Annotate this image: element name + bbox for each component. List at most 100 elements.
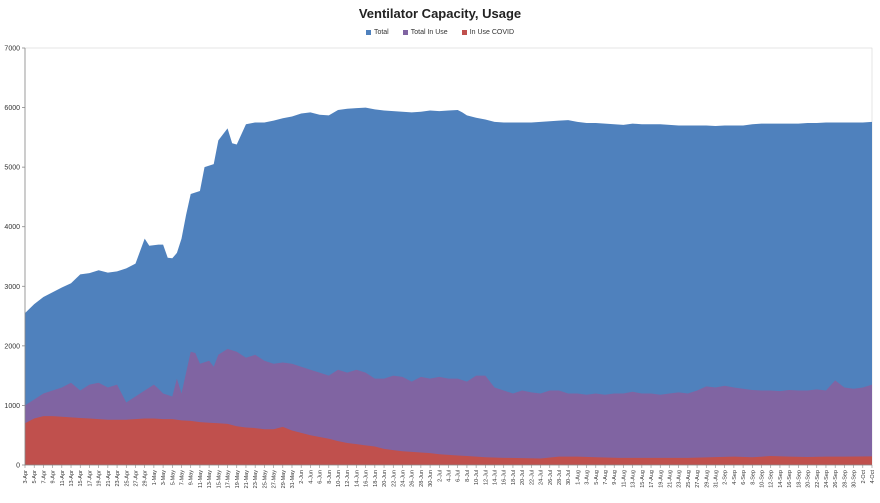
- y-tick-label: 7000: [4, 46, 20, 53]
- x-tick-label: 15-Aug: [640, 470, 646, 488]
- x-tick-label: 25-May: [262, 470, 268, 489]
- x-tick-label: 5-May: [170, 470, 176, 486]
- x-tick-label: 4-Jul: [447, 470, 453, 482]
- x-tick-label: 1-Aug: [575, 470, 581, 485]
- x-tick-label: 18-Jun: [373, 470, 379, 487]
- x-tick-label: 24-Jul: [539, 470, 545, 485]
- x-tick-label: 31-Aug: [713, 470, 719, 488]
- x-tick-label: 2-Jun: [299, 470, 305, 484]
- x-tick-label: 20-Sep: [806, 470, 812, 488]
- x-tick-label: 17-Apr: [87, 470, 93, 487]
- x-tick-label: 7-Apr: [41, 470, 47, 484]
- x-tick-label: 10-Jul: [474, 470, 480, 485]
- x-tick-label: 8-Jul: [465, 470, 471, 482]
- x-tick-label: 31-May: [290, 470, 296, 489]
- x-tick-label: 6-Jun: [318, 470, 324, 484]
- legend-item-total-in-use: Total In Use: [402, 29, 448, 36]
- x-tick-label: 30-Jun: [428, 470, 434, 487]
- x-tick-label: 16-Jun: [364, 470, 370, 487]
- x-tick-label: 2-Oct: [861, 470, 867, 484]
- x-tick-label: 4-Jun: [308, 470, 314, 484]
- legend-label: Total: [373, 29, 389, 36]
- legend-label: Total In Use: [410, 29, 448, 36]
- x-tick-label: 17-Aug: [649, 470, 655, 488]
- x-tick-label: 3-Apr: [23, 470, 29, 484]
- x-tick-label: 19-Aug: [658, 470, 664, 488]
- x-tick-label: 27-May: [272, 470, 278, 489]
- x-tick-label: 2-Jul: [437, 470, 443, 482]
- x-tick-label: 24-Jun: [400, 470, 406, 487]
- x-tick-label: 12-Jul: [483, 470, 489, 485]
- legend-label: In Use COVID: [469, 29, 515, 36]
- legend-item-total: Total: [365, 29, 389, 36]
- legend-swatch: [461, 30, 467, 35]
- x-tick-label: 11-May: [198, 470, 204, 488]
- x-tick-label: 26-Jun: [410, 470, 416, 487]
- x-tick-label: 28-Jun: [419, 470, 425, 487]
- y-tick-label: 4000: [4, 224, 20, 231]
- legend-item-in-use-covid: In Use COVID: [461, 29, 515, 36]
- x-tick-label: 9-May: [189, 470, 195, 486]
- x-tick-label: 21-Apr: [106, 470, 112, 487]
- legend-swatch: [365, 30, 371, 35]
- x-tick-label: 18-Jul: [511, 470, 517, 485]
- x-tick-label: 20-Jun: [382, 470, 388, 487]
- x-tick-label: 28-Sep: [842, 470, 848, 488]
- x-tick-label: 8-Sep: [750, 470, 756, 485]
- x-tick-label: 14-Jun: [354, 470, 360, 487]
- y-tick-label: 2000: [4, 343, 20, 350]
- x-tick-label: 10-Sep: [760, 470, 766, 488]
- x-tick-label: 7-Aug: [603, 470, 609, 485]
- x-tick-label: 2-Sep: [723, 470, 729, 485]
- x-tick-label: 14-Sep: [778, 470, 784, 488]
- x-tick-label: 23-Aug: [677, 470, 683, 488]
- x-tick-label: 13-Aug: [631, 470, 637, 488]
- chart-title: Ventilator Capacity, Usage: [358, 6, 522, 21]
- y-tick-label: 0: [16, 463, 20, 470]
- x-tick-label: 9-Apr: [51, 470, 57, 484]
- x-tick-label: 13-Apr: [69, 470, 75, 487]
- x-tick-label: 22-Jun: [391, 470, 397, 487]
- x-tick-label: 20-Jul: [520, 470, 526, 485]
- x-tick-label: 19-Apr: [97, 470, 103, 487]
- x-tick-label: 22-Jul: [529, 470, 535, 485]
- y-tick-label: 6000: [4, 105, 20, 112]
- x-tick-label: 6-Jul: [456, 470, 462, 482]
- x-tick-label: 30-Jul: [566, 470, 572, 485]
- x-tick-label: 27-Apr: [133, 470, 139, 487]
- x-tick-label: 25-Apr: [124, 470, 130, 487]
- x-tick-label: 29-Aug: [704, 470, 710, 488]
- x-tick-label: 26-Sep: [833, 470, 839, 488]
- x-tick-label: 28-Jul: [557, 470, 563, 485]
- x-tick-label: 22-Sep: [815, 470, 821, 488]
- x-tick-label: 11-Apr: [60, 470, 66, 486]
- y-tick-label: 5000: [4, 165, 20, 172]
- x-tick-label: 13-May: [207, 470, 213, 489]
- x-tick-label: 24-Sep: [824, 470, 830, 488]
- x-tick-label: 10-Jun: [336, 470, 342, 487]
- series-area-in-use-covid: [25, 416, 872, 465]
- x-tick-label: 7-May: [180, 470, 186, 486]
- x-tick-label: 8-Jun: [327, 470, 333, 484]
- x-tick-label: 23-May: [253, 470, 259, 489]
- x-tick-label: 14-Jul: [493, 470, 499, 485]
- x-tick-label: 4-Oct: [870, 470, 876, 484]
- x-tick-label: 29-Apr: [143, 470, 149, 487]
- x-tick-label: 27-Aug: [695, 470, 701, 488]
- y-tick-label: 3000: [4, 284, 20, 291]
- x-tick-label: 29-May: [281, 470, 287, 489]
- x-tick-label: 1-May: [152, 470, 158, 486]
- x-tick-label: 3-Aug: [585, 470, 591, 485]
- x-tick-label: 16-Jul: [502, 470, 508, 485]
- x-tick-label: 5-Apr: [32, 470, 38, 484]
- x-tick-label: 16-Sep: [787, 470, 793, 488]
- x-tick-label: 30-Sep: [852, 470, 858, 488]
- x-tick-label: 21-Aug: [667, 470, 673, 488]
- x-tick-label: 11-Aug: [621, 470, 627, 487]
- x-tick-label: 25-Aug: [686, 470, 692, 488]
- legend-swatch: [402, 30, 408, 35]
- x-tick-label: 4-Sep: [732, 470, 738, 485]
- y-tick-label: 1000: [4, 403, 20, 410]
- x-tick-label: 9-Aug: [612, 470, 618, 485]
